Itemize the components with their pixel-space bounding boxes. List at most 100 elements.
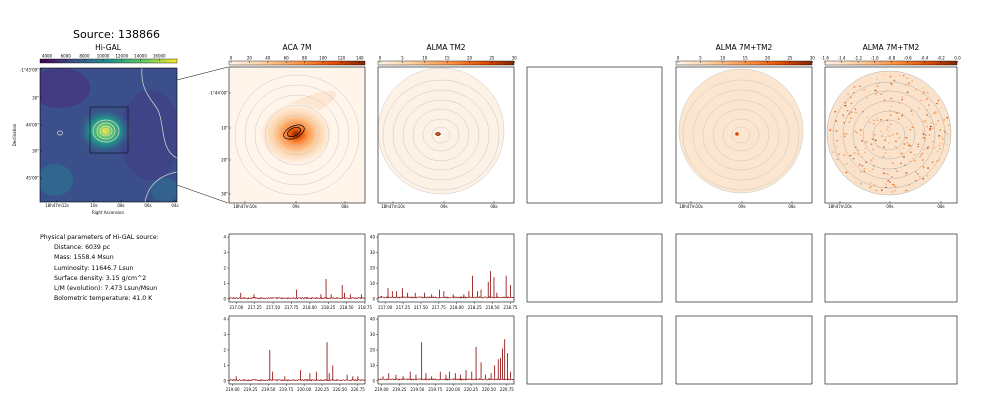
residual-speckle bbox=[896, 170, 898, 172]
residual-speckle bbox=[891, 84, 893, 86]
residual-speckle bbox=[884, 139, 886, 141]
residual-speckle bbox=[931, 162, 933, 164]
x-tick-label: 18h47m10s bbox=[381, 204, 405, 209]
residual-speckle bbox=[898, 74, 901, 76]
residual-speckle bbox=[848, 121, 851, 123]
residual-speckle bbox=[895, 140, 897, 142]
residual-speckle bbox=[928, 104, 930, 106]
combo2-panel: ALMA 7M+TM2 -1.6 -1.4 -1.2 -1.0 -0.8 -0.6 -0.4… bbox=[821, 43, 961, 209]
colorbar-tick-label: 10 bbox=[720, 56, 726, 61]
spectrum-y-tick-label: 4 bbox=[223, 235, 226, 240]
residual-speckle bbox=[923, 137, 926, 139]
residual-speckle bbox=[896, 132, 898, 135]
residual-speckle bbox=[840, 136, 842, 138]
residual-speckle bbox=[908, 144, 910, 146]
residual-speckle bbox=[929, 125, 932, 128]
residual-speckle bbox=[861, 165, 864, 167]
residual-speckle bbox=[894, 186, 897, 188]
residual-speckle bbox=[914, 90, 916, 92]
residual-speckle bbox=[946, 117, 949, 119]
residual-speckle bbox=[909, 145, 912, 147]
colorbar-tick-label: 15 bbox=[743, 56, 749, 61]
colorbar-tick-label: 140 bbox=[356, 56, 364, 61]
colorbar-tick-label: -1.2 bbox=[854, 56, 862, 61]
spectrum-y-tick-label: 1 bbox=[223, 281, 226, 286]
x-tick-label: 08s bbox=[490, 204, 497, 209]
residual-speckle bbox=[832, 130, 835, 132]
residual-speckle bbox=[926, 147, 929, 149]
spectrum-axes bbox=[377, 315, 515, 385]
residual-speckle bbox=[926, 98, 928, 100]
residual-speckle bbox=[936, 160, 938, 162]
param-bolometric-temperature: Bolometric temperature: 41.0 K bbox=[54, 295, 153, 303]
residual-speckle bbox=[889, 123, 892, 125]
residual-speckle bbox=[880, 119, 882, 121]
spectrum-x-tick-label: 218.25 bbox=[321, 305, 335, 310]
residual-speckle bbox=[922, 166, 925, 169]
higal-xlabel: Right Ascension bbox=[92, 210, 124, 215]
higal-panel: Hi-GAL 4000 6000 8000 10000 12000 14000 16000 bbox=[12, 43, 229, 215]
spectrum-y-tick-label: 0 bbox=[372, 378, 375, 383]
residual-speckle bbox=[898, 137, 901, 139]
residual-speckle bbox=[922, 159, 924, 161]
residual-speckle bbox=[848, 113, 850, 115]
residual-speckle bbox=[878, 82, 881, 84]
zoom-connector-bottom bbox=[176, 184, 229, 204]
spectrum-x-tick-label: 219.25 bbox=[392, 387, 406, 392]
colorbar-tick-label: 12000 bbox=[115, 54, 128, 59]
residual-speckle bbox=[884, 152, 887, 154]
colorbar-tick-label: 5 bbox=[699, 56, 702, 61]
residual-speckle bbox=[925, 134, 927, 136]
aca-y-ticks: -1°44'00" 10" 20" 30" bbox=[209, 91, 231, 197]
empty-spectrum-lower-3 bbox=[824, 315, 958, 385]
colorbar-tick-label: 25 bbox=[489, 56, 495, 61]
residual-speckle bbox=[858, 163, 861, 165]
residual-speckle bbox=[864, 151, 866, 153]
residual-speckle bbox=[938, 144, 941, 147]
spectrum-x-tick-label: 220.00 bbox=[297, 387, 311, 392]
residual-speckle bbox=[891, 162, 894, 164]
residual-speckle bbox=[914, 154, 916, 156]
residual-speckle bbox=[939, 148, 941, 150]
residual-speckle bbox=[871, 168, 874, 170]
tm2-title: ALMA TM2 bbox=[426, 43, 465, 52]
tm2-colorbar-ticks: 0 5 10 15 20 25 30 bbox=[379, 56, 517, 63]
colorbar-tick-label: 8000 bbox=[79, 54, 90, 59]
residual-speckle bbox=[924, 120, 927, 122]
spectrum-x-tick-label: 219.75 bbox=[279, 387, 293, 392]
residual-speckle bbox=[845, 171, 848, 173]
residual-speckle bbox=[907, 145, 909, 147]
residual-speckle bbox=[890, 83, 893, 85]
residual-speckle bbox=[887, 126, 889, 128]
spectrum-x-tick-label: 218.00 bbox=[450, 305, 464, 310]
residual-speckle bbox=[875, 82, 877, 84]
residual-speckle bbox=[943, 119, 945, 121]
aca-x-ticks: 18h47m10s 09s 08s bbox=[233, 201, 349, 209]
x-tick-label: 04s bbox=[171, 203, 178, 208]
residual-speckle bbox=[931, 127, 934, 129]
colorbar-tick-label: 80 bbox=[302, 56, 308, 61]
residual-speckle bbox=[943, 130, 946, 132]
residual-speckle bbox=[894, 146, 897, 148]
colorbar-tick-label: 0 bbox=[379, 56, 382, 61]
residual-speckle bbox=[866, 116, 869, 118]
residual-speckle bbox=[886, 173, 889, 175]
spectrum-x-tick-label: 220.50 bbox=[333, 387, 347, 392]
residual-speckle bbox=[909, 160, 912, 162]
residual-speckle bbox=[893, 79, 896, 82]
spectrum-axes bbox=[228, 315, 366, 385]
x-tick-label: 09s bbox=[440, 204, 447, 209]
combo-colorbar bbox=[675, 60, 813, 66]
spectrum-y-tick-label: 2 bbox=[223, 266, 226, 271]
residual-speckle bbox=[918, 107, 920, 109]
spectrum-x-tick-label: 218.50 bbox=[486, 305, 500, 310]
residual-speckle bbox=[887, 89, 889, 91]
colorbar-tick-label: -0.6 bbox=[904, 56, 912, 61]
residual-speckle bbox=[924, 139, 927, 141]
residual-speckle bbox=[937, 99, 940, 102]
residual-speckle bbox=[906, 189, 908, 192]
residual-speckle bbox=[890, 105, 893, 107]
combo2-colorbar bbox=[824, 60, 958, 66]
residual-speckle bbox=[887, 180, 889, 182]
residual-speckle bbox=[844, 105, 847, 107]
